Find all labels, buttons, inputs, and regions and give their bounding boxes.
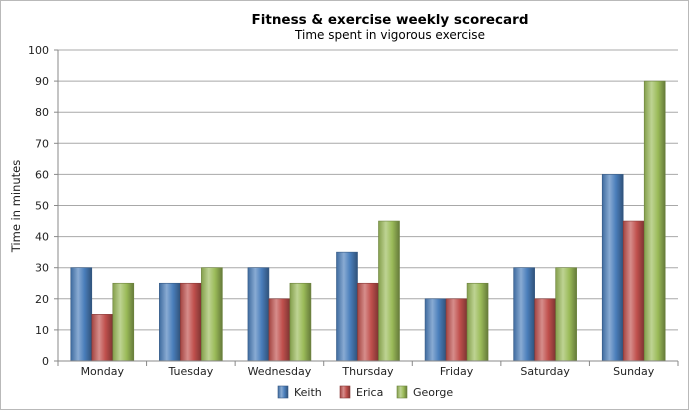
bar-keith-thursday — [336, 251, 358, 362]
x-tick-label: Thursday — [341, 365, 394, 378]
y-tick-label: 20 — [35, 293, 49, 306]
legend-label-george: George — [413, 386, 453, 399]
bar-erica-sunday — [622, 220, 645, 362]
chart-title: Fitness & exercise weekly scorecard — [252, 12, 529, 28]
y-tick-label: 0 — [42, 355, 49, 368]
bar-george-wednesday — [289, 282, 312, 362]
legend-swatch-erica — [339, 385, 351, 399]
bar-george-thursday — [378, 220, 400, 362]
bar-erica-friday — [445, 298, 468, 362]
y-tick-label: 90 — [35, 75, 49, 88]
y-tick-label: 40 — [35, 231, 49, 244]
x-axis-ticks: Monday Tuesday Wednesday Thursday Friday Satu… — [57, 361, 679, 378]
y-tick-label: 70 — [35, 137, 49, 150]
x-tick-label: Wednesday — [248, 365, 312, 378]
x-tick-label: Saturday — [520, 365, 570, 378]
bar-george-saturday — [555, 267, 577, 362]
bar-erica-monday — [91, 314, 114, 362]
bar-erica-wednesday — [268, 298, 291, 362]
y-tick-label: 100 — [28, 44, 49, 57]
x-tick-label: Monday — [81, 365, 125, 378]
legend: Keith Erica George — [277, 385, 453, 399]
bar-keith-friday — [424, 298, 447, 362]
bar-erica-tuesday — [180, 282, 202, 362]
bar-george-sunday — [643, 80, 666, 362]
bar-keith-tuesday — [159, 282, 181, 362]
y-tick-label: 80 — [35, 106, 49, 119]
bar-george-monday — [112, 282, 135, 362]
bar-keith-wednesday — [247, 267, 270, 362]
x-tick-label: Friday — [440, 365, 474, 378]
y-tick-label: 60 — [35, 168, 49, 181]
y-axis-ticks: 0 10 20 30 40 50 60 70 80 90 100 — [28, 44, 58, 368]
bar-erica-saturday — [534, 298, 556, 362]
bar-erica-thursday — [357, 282, 379, 362]
legend-label-erica: Erica — [356, 386, 383, 399]
bars — [70, 80, 666, 362]
bar-keith-sunday — [601, 174, 624, 362]
y-axis-title: Time in minutes — [9, 160, 23, 254]
x-tick-label: Tuesday — [167, 365, 213, 378]
bar-george-tuesday — [201, 267, 223, 362]
bar-keith-saturday — [513, 267, 535, 362]
y-tick-label: 10 — [35, 324, 49, 337]
legend-swatch-george — [396, 385, 408, 399]
legend-swatch-keith — [277, 385, 289, 399]
chart-subtitle: Time spent in vigorous exercise — [294, 28, 485, 42]
y-tick-label: 50 — [35, 200, 49, 213]
bar-keith-monday — [70, 267, 93, 362]
x-tick-label: Sunday — [613, 365, 655, 378]
bar-george-friday — [466, 282, 489, 362]
legend-label-keith: Keith — [294, 386, 322, 399]
axes — [57, 50, 678, 362]
y-tick-label: 30 — [35, 262, 49, 275]
